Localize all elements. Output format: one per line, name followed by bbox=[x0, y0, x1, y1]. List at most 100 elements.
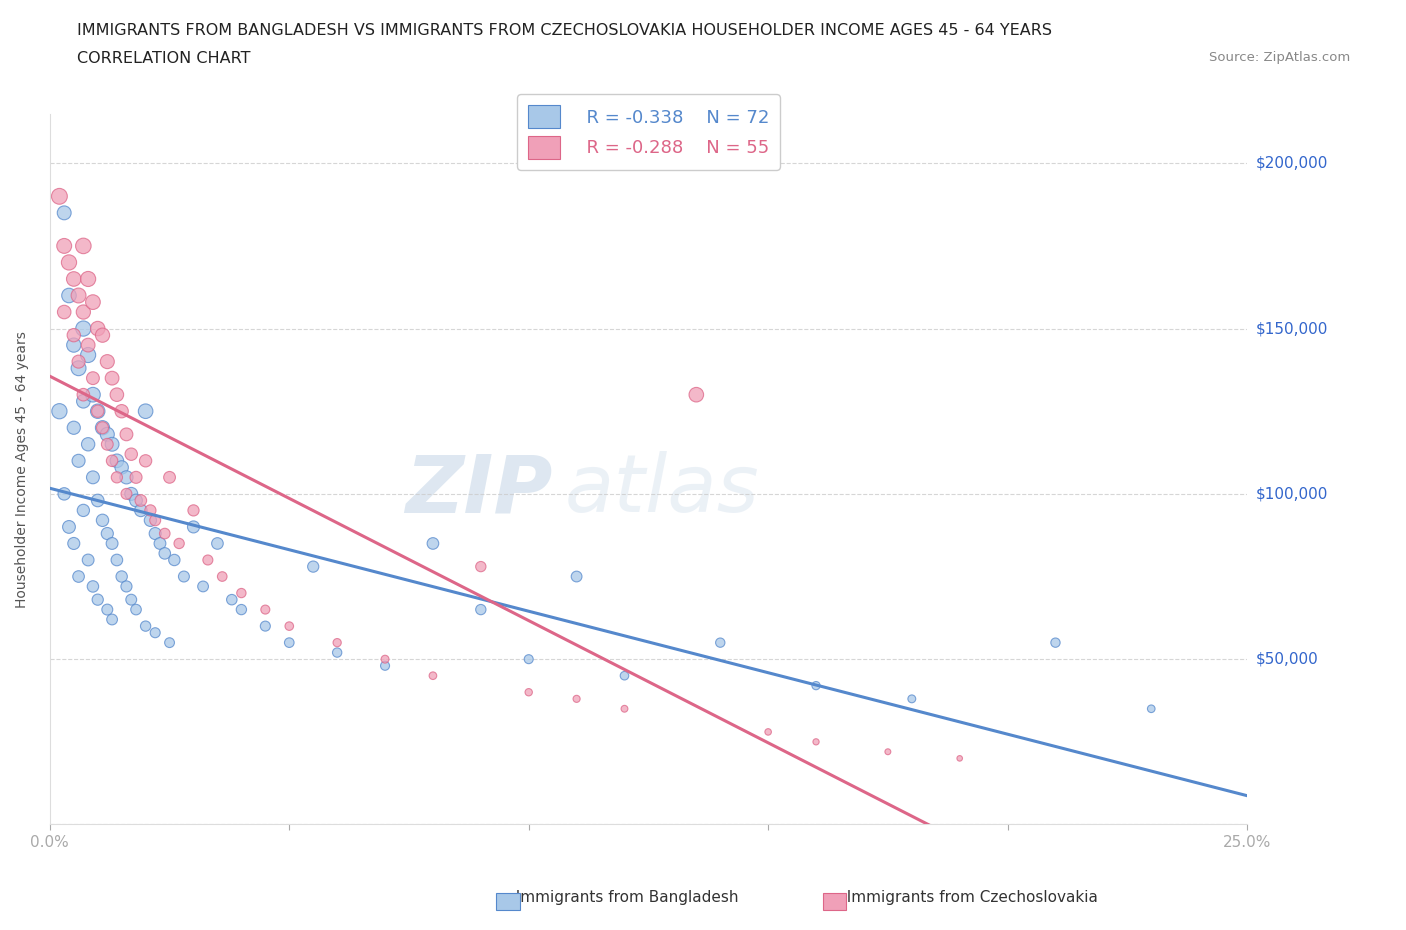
Point bbox=[101, 612, 124, 627]
Point bbox=[565, 569, 588, 584]
Point bbox=[278, 635, 301, 650]
Point bbox=[149, 536, 172, 551]
Point bbox=[231, 586, 253, 601]
Point bbox=[876, 744, 898, 759]
Point bbox=[111, 460, 134, 475]
Point bbox=[67, 354, 90, 369]
Point bbox=[153, 546, 176, 561]
Point bbox=[67, 453, 90, 468]
Point bbox=[326, 635, 349, 650]
Point bbox=[125, 493, 148, 508]
Point bbox=[53, 206, 76, 220]
Legend:   R = -0.338    N = 72,   R = -0.288    N = 55: R = -0.338 N = 72, R = -0.288 N = 55 bbox=[517, 94, 780, 169]
Point bbox=[67, 361, 90, 376]
Point bbox=[72, 238, 94, 253]
Point bbox=[326, 645, 349, 660]
Point bbox=[77, 348, 100, 363]
Point bbox=[163, 552, 186, 567]
Point bbox=[517, 652, 540, 667]
Point bbox=[129, 503, 152, 518]
Point bbox=[58, 288, 80, 303]
Text: ZIP: ZIP bbox=[405, 451, 553, 529]
Point bbox=[96, 354, 118, 369]
Point bbox=[139, 512, 162, 527]
Point bbox=[422, 536, 444, 551]
Point bbox=[949, 751, 972, 765]
Point bbox=[87, 592, 110, 607]
Point bbox=[96, 602, 118, 617]
Point bbox=[82, 387, 104, 402]
Text: $150,000: $150,000 bbox=[1256, 321, 1327, 336]
Point bbox=[96, 437, 118, 452]
Point bbox=[91, 512, 114, 527]
Point bbox=[565, 691, 588, 706]
Point bbox=[77, 437, 100, 452]
Point bbox=[135, 618, 157, 633]
Point bbox=[278, 618, 301, 633]
Point bbox=[53, 238, 76, 253]
Point bbox=[115, 470, 138, 485]
Point bbox=[105, 453, 128, 468]
Point bbox=[96, 526, 118, 541]
Point bbox=[115, 427, 138, 442]
Point bbox=[1045, 635, 1067, 650]
Text: $50,000: $50,000 bbox=[1256, 652, 1317, 667]
Point bbox=[105, 470, 128, 485]
Point bbox=[115, 579, 138, 594]
Point bbox=[67, 569, 90, 584]
Text: atlas: atlas bbox=[565, 451, 759, 529]
Point bbox=[685, 387, 707, 402]
Point bbox=[197, 552, 219, 567]
Text: Source: ZipAtlas.com: Source: ZipAtlas.com bbox=[1209, 51, 1350, 64]
Point bbox=[374, 658, 396, 673]
Point bbox=[82, 295, 104, 310]
Point bbox=[231, 602, 253, 617]
Point bbox=[254, 602, 277, 617]
Y-axis label: Householder Income Ages 45 - 64 years: Householder Income Ages 45 - 64 years bbox=[15, 331, 30, 607]
Point bbox=[77, 272, 100, 286]
Point bbox=[804, 678, 827, 693]
Point bbox=[143, 512, 166, 527]
Point bbox=[72, 394, 94, 409]
Point bbox=[105, 552, 128, 567]
Point bbox=[183, 503, 205, 518]
Point bbox=[211, 569, 233, 584]
Point bbox=[173, 569, 195, 584]
Point bbox=[143, 526, 166, 541]
Point bbox=[125, 470, 148, 485]
Point bbox=[115, 486, 138, 501]
Point bbox=[183, 520, 205, 535]
Point bbox=[159, 470, 181, 485]
Point bbox=[613, 701, 636, 716]
Point bbox=[96, 427, 118, 442]
Text: $100,000: $100,000 bbox=[1256, 486, 1327, 501]
Point bbox=[77, 552, 100, 567]
Point bbox=[120, 486, 142, 501]
Point bbox=[1140, 701, 1163, 716]
Point bbox=[143, 625, 166, 640]
Point bbox=[72, 321, 94, 336]
Point bbox=[53, 305, 76, 320]
Point bbox=[804, 735, 827, 750]
Text: $200,000: $200,000 bbox=[1256, 155, 1327, 171]
Point bbox=[62, 420, 84, 435]
Point bbox=[72, 503, 94, 518]
Point bbox=[58, 520, 80, 535]
Point bbox=[221, 592, 243, 607]
Point bbox=[53, 486, 76, 501]
Point bbox=[72, 305, 94, 320]
Point bbox=[72, 387, 94, 402]
Point bbox=[101, 453, 124, 468]
Point bbox=[87, 404, 110, 418]
Point bbox=[48, 189, 70, 204]
Point bbox=[207, 536, 229, 551]
Point bbox=[167, 536, 190, 551]
Point bbox=[254, 618, 277, 633]
Point bbox=[120, 446, 142, 461]
Point bbox=[101, 437, 124, 452]
Text: IMMIGRANTS FROM BANGLADESH VS IMMIGRANTS FROM CZECHOSLOVAKIA HOUSEHOLDER INCOME : IMMIGRANTS FROM BANGLADESH VS IMMIGRANTS… bbox=[77, 23, 1052, 38]
Point bbox=[470, 559, 492, 574]
Point bbox=[62, 338, 84, 352]
Point bbox=[125, 602, 148, 617]
Text: Immigrants from Czechoslovakia: Immigrants from Czechoslovakia bbox=[837, 890, 1098, 905]
